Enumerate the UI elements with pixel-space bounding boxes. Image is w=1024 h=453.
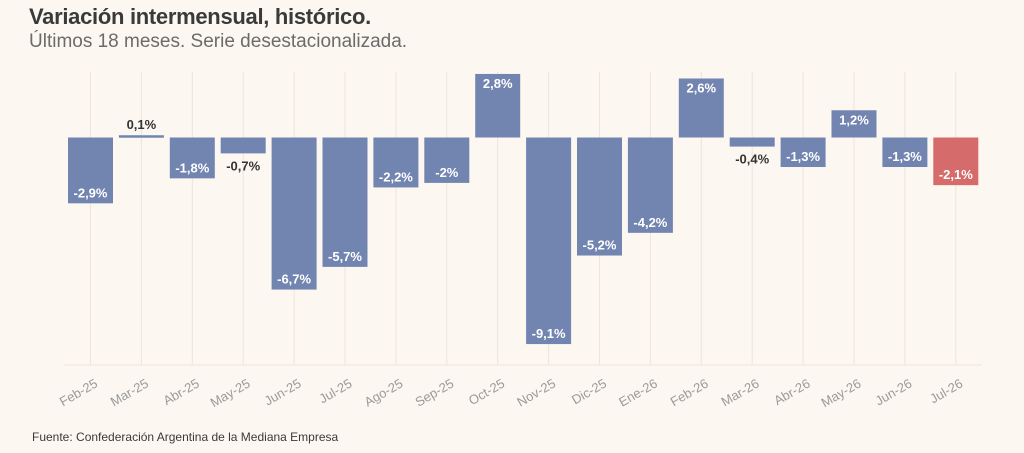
bar-jul-25 [322, 137, 368, 267]
chart-title: Variación intermensual, histórico. [29, 4, 371, 29]
x-tick-label: Nov-25 [514, 376, 558, 410]
data-label: -0,7% [226, 158, 260, 173]
data-label: 1,2% [839, 112, 869, 127]
x-tick-label: Jul-26 [927, 376, 965, 407]
x-tick-label: May-25 [208, 376, 253, 411]
x-tick-label: Feb-25 [57, 376, 100, 410]
data-label: -2% [435, 165, 459, 180]
bar-mar-25 [118, 135, 164, 138]
bar-oct-25 [475, 73, 521, 138]
bar-jun-25 [271, 137, 317, 290]
bar-may-25 [220, 137, 266, 154]
data-label: 2,8% [483, 76, 513, 91]
x-tick-label: Jul-25 [316, 376, 354, 407]
chart-subtitle: Últimos 18 meses. Serie desestacionaliza… [29, 31, 408, 52]
bar-dic-25 [577, 137, 622, 256]
bar-feb-25 [68, 137, 113, 204]
grid-lines [64, 72, 982, 366]
bar-sep-25 [424, 137, 470, 183]
x-tick-label: Ago-25 [362, 376, 406, 410]
x-tick-label: Abr-26 [771, 376, 812, 409]
bars [68, 73, 979, 345]
x-tick-label: Abr-25 [160, 376, 201, 409]
x-tick-label: Mar-26 [719, 376, 762, 410]
x-tick-label: Feb-26 [668, 376, 711, 410]
data-label: -5,2% [583, 238, 617, 253]
data-label: -1,3% [888, 149, 922, 164]
x-tick-label: Jun-25 [262, 376, 304, 409]
data-label: -6,7% [277, 272, 311, 287]
x-tick-label: Dic-25 [569, 376, 609, 408]
bar-feb-26 [678, 78, 724, 138]
x-tick-label: May-26 [818, 376, 863, 411]
bar-may-26 [831, 110, 877, 138]
data-label: -2,2% [379, 169, 413, 184]
data-label: -1,8% [175, 160, 209, 175]
bar-nov-25 [526, 137, 572, 345]
x-tick-label: Jun-26 [872, 376, 914, 409]
bar-abr-25 [169, 137, 215, 179]
data-label: -2,1% [939, 167, 973, 182]
x-tick-labels: Feb-25 Mar-25 Abr-25 May-25 Jun-25 Jul-25 Ago-… [57, 376, 965, 411]
data-label: -9,1% [532, 326, 566, 341]
x-tick-label: Ene-26 [616, 376, 660, 410]
data-label: -1,3% [786, 149, 820, 164]
bar-ene-26 [627, 137, 673, 233]
data-label: -2,9% [74, 185, 108, 200]
data-label: -4,2% [633, 215, 667, 230]
bar-mar-26 [729, 137, 775, 147]
source-note: Fuente: Confederación Argentina de la Me… [32, 430, 339, 444]
bar-jun-26 [882, 137, 928, 168]
bar-jul-26 [933, 137, 979, 186]
data-label: 0,1% [127, 117, 157, 132]
x-tick-label: Oct-25 [466, 376, 507, 408]
bar-ago-25 [373, 137, 419, 188]
data-label: -0,4% [735, 152, 769, 167]
bar-abr-26 [780, 137, 826, 168]
data-label: -5,7% [328, 249, 362, 264]
data-labels: -2,9% 0,1% -1,8% -0,7% -6,7% -5,7% -2,2% -2% 2,8… [74, 76, 974, 341]
x-tick-label: Sep-25 [412, 376, 456, 410]
data-label: 2,6% [686, 80, 716, 95]
x-tick-label: Mar-25 [108, 376, 151, 410]
